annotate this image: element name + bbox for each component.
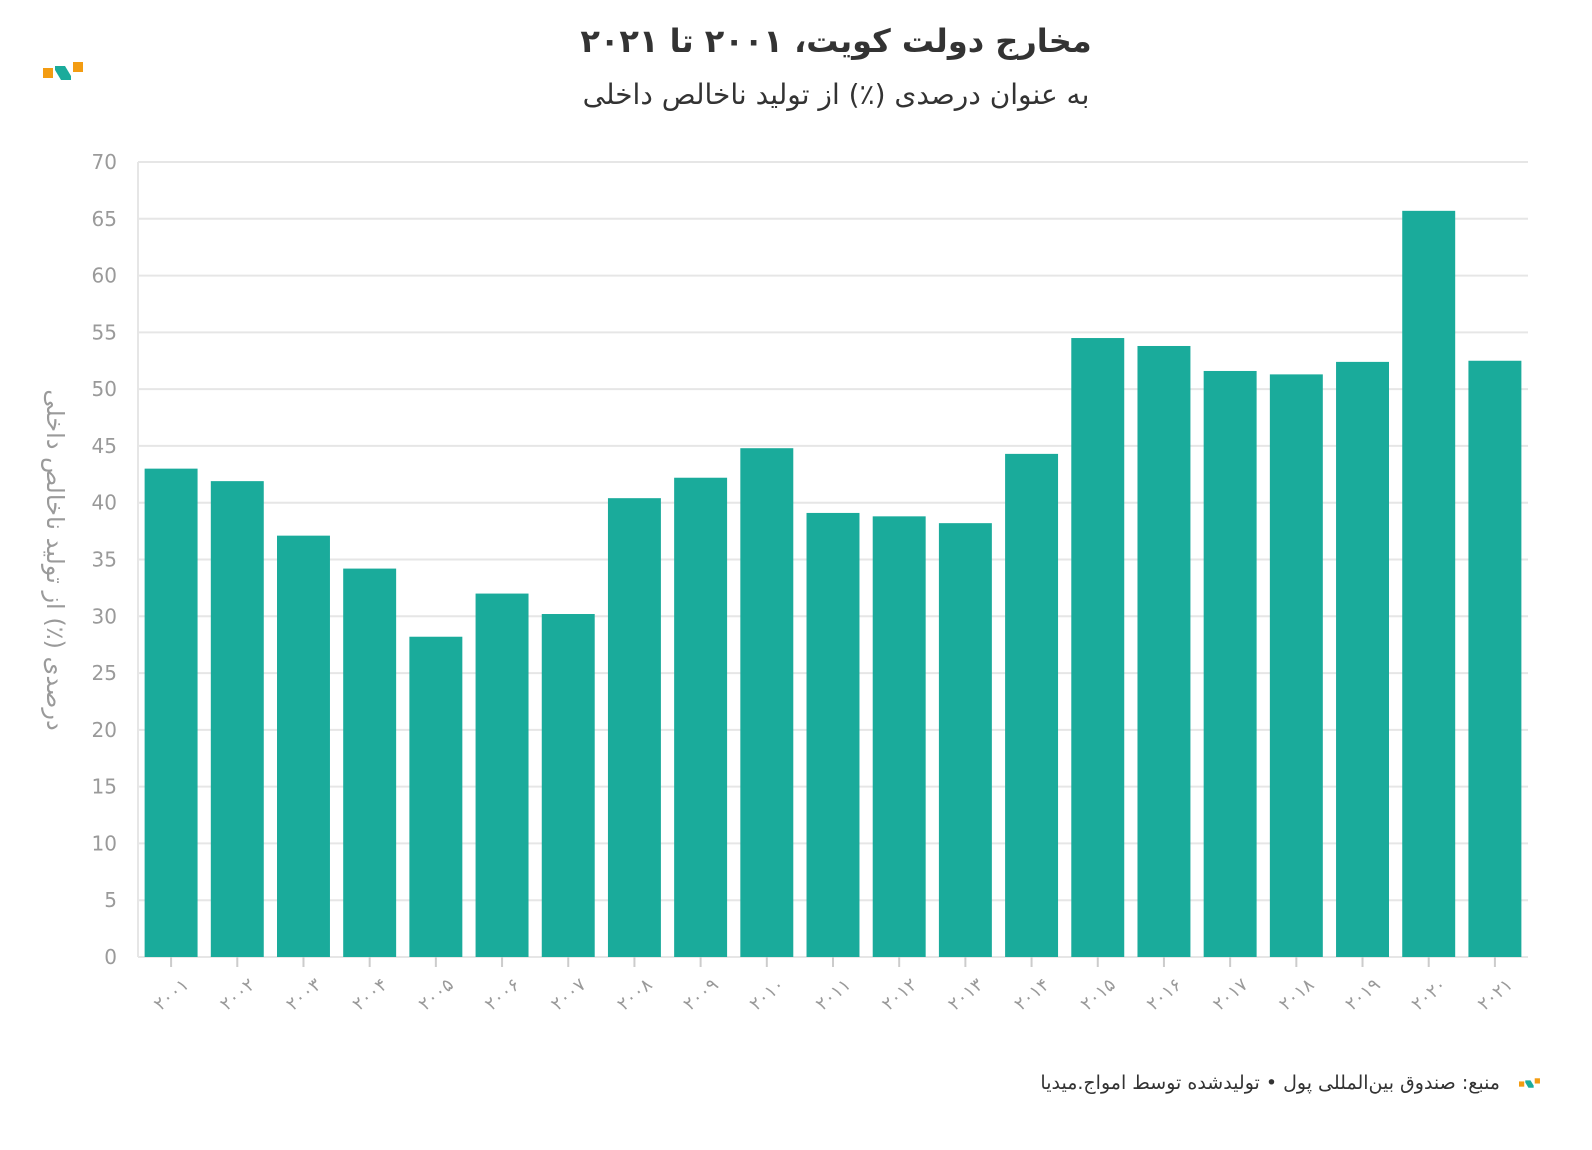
y-tick-label: 25: [92, 661, 117, 685]
bar: [1269, 374, 1323, 958]
x-tick-label: ۲۰۰۳: [282, 974, 325, 1015]
y-tick-label: 50: [92, 377, 117, 401]
bar: [343, 568, 397, 957]
bar: [277, 535, 330, 957]
x-tick-label: ۲۰۰۹: [680, 974, 723, 1015]
x-tick-label: ۲۰۱۲: [878, 974, 921, 1015]
bar: [740, 448, 794, 957]
x-tick-label: ۲۰۰۵: [415, 974, 458, 1015]
x-tick-label: ۲۰۱۱: [812, 974, 855, 1015]
chart-subtitle: به عنوان درصدی (٪) از تولید ناخالص داخلی: [582, 78, 1090, 111]
x-ticks: ۲۰۰۱ ۲۰۰۲ ۲۰۰۳ ۲۰۰۴ ۲۰۰۵ ۲۰۰۶ ۲۰۰۷ ۲۰۰۸ ۲۰۰۹ ۲۰۱۰…: [150, 957, 1517, 1015]
x-tick-label: ۲۰۱۹: [1341, 974, 1384, 1015]
bar: [475, 593, 529, 957]
bar: [1005, 453, 1059, 957]
y-tick-label: 20: [92, 718, 117, 742]
x-tick-label: ۲۰۰۱: [150, 974, 193, 1015]
bar: [1203, 370, 1257, 957]
x-tick-label: ۲۰۱۶: [1143, 974, 1186, 1015]
bar: [144, 468, 198, 957]
x-tick-label: ۲۰۱۷: [1209, 974, 1252, 1015]
bar: [674, 477, 728, 957]
brand-logo-icon: [43, 62, 83, 80]
x-tick-label: ۲۰۲۰: [1408, 974, 1451, 1015]
y-tick-label: 30: [92, 604, 117, 628]
footer-brand-icon: [1519, 1078, 1540, 1088]
x-tick-label: ۲۰۰۲: [216, 974, 259, 1015]
bar: [607, 498, 661, 957]
y-ticks: 0 5 10 15 20 25 30 35 40 45 50 55 60 65 70: [92, 150, 117, 969]
bar: [872, 516, 926, 957]
y-tick-label: 40: [92, 491, 117, 515]
y-tick-label: 60: [92, 264, 117, 288]
bar: [1468, 360, 1522, 957]
bar: [1071, 338, 1125, 957]
bar: [1402, 210, 1456, 958]
source-footer: منبع: صندوق بین‌المللی پول • تولیدشده تو…: [1040, 1072, 1500, 1094]
x-tick-label: ۲۰۲۱: [1474, 974, 1517, 1015]
chart-title: مخارج دولت کویت، ۲۰۰۱ تا ۲۰۲۱: [580, 22, 1092, 60]
bar: [806, 512, 860, 957]
y-tick-label: 65: [92, 207, 117, 231]
x-tick-label: ۲۰۱۵: [1077, 974, 1120, 1015]
bars: [144, 210, 1522, 958]
bar: [409, 636, 463, 957]
x-tick-label: ۲۰۰۶: [481, 974, 524, 1015]
bar: [1137, 345, 1191, 957]
x-tick-label: ۲۰۰۷: [547, 974, 590, 1015]
y-tick-label: 10: [92, 831, 117, 855]
y-tick-label: 0: [104, 945, 117, 969]
bar: [938, 523, 992, 957]
x-tick-label: ۲۰۱۸: [1275, 974, 1318, 1015]
x-tick-label: ۲۰۰۸: [613, 974, 656, 1015]
bar: [1336, 361, 1389, 957]
x-tick-label: ۲۰۰۴: [349, 974, 392, 1015]
x-tick-label: ۲۰۱۴: [1010, 974, 1053, 1015]
y-tick-label: 5: [104, 888, 117, 912]
y-tick-label: 15: [92, 775, 117, 799]
y-tick-label: 70: [92, 150, 117, 174]
bar: [541, 614, 595, 957]
x-tick-label: ۲۰۱۰: [746, 974, 789, 1015]
y-tick-label: 35: [92, 548, 117, 572]
y-tick-label: 45: [92, 434, 117, 458]
bar: [210, 481, 264, 957]
x-tick-label: ۲۰۱۳: [944, 974, 987, 1015]
y-tick-label: 55: [92, 320, 117, 344]
